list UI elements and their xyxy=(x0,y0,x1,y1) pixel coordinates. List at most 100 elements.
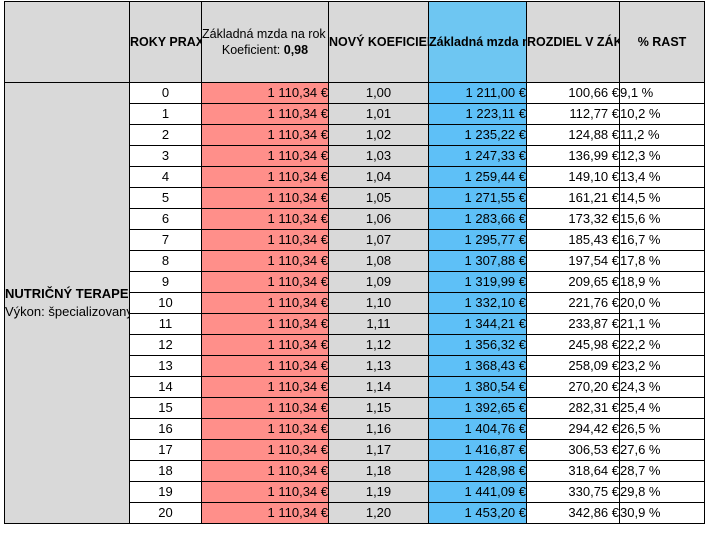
coef-cell: 1,19 xyxy=(328,481,429,503)
base-2023-cell: 1 223,11 € xyxy=(428,103,527,125)
years-cell: 17 xyxy=(129,439,202,461)
diff-cell: 233,87 € xyxy=(526,313,620,335)
coef-cell: 1,16 xyxy=(328,418,429,440)
table-row: 20 1 110,34 €1,20 1 453,20 €342,86 €30,9 % xyxy=(5,502,705,524)
base-2023-cell: 1 356,32 € xyxy=(428,334,527,356)
base-2023-cell: 1 428,98 € xyxy=(428,460,527,482)
coef-cell: 1,09 xyxy=(328,271,429,293)
header-blank-cell xyxy=(4,1,130,83)
years-cell: 2 xyxy=(129,124,202,146)
years-cell: 7 xyxy=(129,229,202,251)
table-row: 16 1 110,34 €1,16 1 404,76 €294,42 €26,5 % xyxy=(5,418,705,440)
salary-table: ROKY PRAXE Základná mzda na rok 2022 Koe… xyxy=(4,1,705,524)
group-subtitle: Výkon: špecializovaných pracovných činno… xyxy=(5,304,129,319)
base-2022-cell: 1 110,34 € xyxy=(201,124,329,146)
header-base-2022-title: Základná mzda na rok 2022 xyxy=(202,27,328,41)
years-cell: 0 xyxy=(129,82,202,104)
diff-cell: 149,10 € xyxy=(526,166,620,188)
coef-cell: 1,04 xyxy=(328,166,429,188)
growth-cell: 27,6 % xyxy=(619,439,705,461)
coef-cell: 1,01 xyxy=(328,103,429,125)
growth-cell: 9,1 % xyxy=(619,82,705,104)
base-2023-cell: 1 416,87 € xyxy=(428,439,527,461)
growth-cell: 18,9 % xyxy=(619,271,705,293)
diff-cell: 173,32 € xyxy=(526,208,620,230)
growth-cell: 22,2 % xyxy=(619,334,705,356)
table-row: 11 1 110,34 €1,11 1 344,21 €233,87 €21,1 % xyxy=(5,313,705,335)
years-cell: 1 xyxy=(129,103,202,125)
base-2023-cell: 1 453,20 € xyxy=(428,502,527,524)
growth-cell: 29,8 % xyxy=(619,481,705,503)
base-2023-cell: 1 235,22 € xyxy=(428,124,527,146)
base-2022-cell: 1 110,34 € xyxy=(201,250,329,272)
base-2022-cell: 1 110,34 € xyxy=(201,208,329,230)
diff-cell: 258,09 € xyxy=(526,355,620,377)
diff-cell: 197,54 € xyxy=(526,250,620,272)
coef-cell: 1,11 xyxy=(328,313,429,335)
growth-cell: 28,7 % xyxy=(619,460,705,482)
base-2023-cell: 1 332,10 € xyxy=(428,292,527,314)
coef-cell: 1,10 xyxy=(328,292,429,314)
diff-cell: 209,65 € xyxy=(526,271,620,293)
header-row: ROKY PRAXE Základná mzda na rok 2022 Koe… xyxy=(4,1,705,83)
growth-cell: 30,9 % xyxy=(619,502,705,524)
header-base-2022: Základná mzda na rok 2022 Koeficient: 0,… xyxy=(201,1,329,83)
years-cell: 4 xyxy=(129,166,202,188)
base-2022-cell: 1 110,34 € xyxy=(201,397,329,419)
years-cell: 10 xyxy=(129,292,202,314)
years-cell: 6 xyxy=(129,208,202,230)
base-2022-cell: 1 110,34 € xyxy=(201,82,329,104)
group-label-cell: NUTRIČNÝ TERAPEUT Výkon: špecializovaných… xyxy=(4,82,130,524)
years-cell: 14 xyxy=(129,376,202,398)
diff-cell: 100,66 € xyxy=(526,82,620,104)
coef-cell: 1,07 xyxy=(328,229,429,251)
coef-cell: 1,12 xyxy=(328,334,429,356)
years-cell: 8 xyxy=(129,250,202,272)
growth-cell: 23,2 % xyxy=(619,355,705,377)
header-years: ROKY PRAXE xyxy=(129,1,202,83)
diff-cell: 294,42 € xyxy=(526,418,620,440)
growth-cell: 16,7 % xyxy=(619,229,705,251)
base-2023-cell: 1 295,77 € xyxy=(428,229,527,251)
group-title: NUTRIČNÝ TERAPEUT xyxy=(5,286,129,301)
growth-cell: 17,8 % xyxy=(619,250,705,272)
base-2022-cell: 1 110,34 € xyxy=(201,145,329,167)
table-row: 17 1 110,34 €1,17 1 416,87 €306,53 €27,6 % xyxy=(5,439,705,461)
diff-cell: 221,76 € xyxy=(526,292,620,314)
diff-cell: 136,99 € xyxy=(526,145,620,167)
base-2023-cell: 1 368,43 € xyxy=(428,355,527,377)
coef-cell: 1,20 xyxy=(328,502,429,524)
coef-cell: 1,14 xyxy=(328,376,429,398)
coef-cell: 1,08 xyxy=(328,250,429,272)
base-2022-cell: 1 110,34 € xyxy=(201,292,329,314)
years-cell: 16 xyxy=(129,418,202,440)
growth-cell: 24,3 % xyxy=(619,376,705,398)
header-base-2023: Základná mzda na rok 2023 / NÁVRH xyxy=(428,1,527,83)
base-2022-cell: 1 110,34 € xyxy=(201,166,329,188)
header-new-coef: NOVÝ KOEFICIENT xyxy=(328,1,429,83)
diff-cell: 282,31 € xyxy=(526,397,620,419)
years-cell: 13 xyxy=(129,355,202,377)
header-base-2022-coef-label: Koeficient: xyxy=(221,43,281,57)
years-cell: 11 xyxy=(129,313,202,335)
header-diff: ROZDIEL V ZÁKLADNEJ ZLOŽKE MZDY xyxy=(526,1,620,83)
growth-cell: 14,5 % xyxy=(619,187,705,209)
base-2022-cell: 1 110,34 € xyxy=(201,481,329,503)
table-row: 13 1 110,34 €1,13 1 368,43 €258,09 €23,2 % xyxy=(5,355,705,377)
base-2022-cell: 1 110,34 € xyxy=(201,376,329,398)
base-2022-cell: 1 110,34 € xyxy=(201,103,329,125)
base-2022-cell: 1 110,34 € xyxy=(201,439,329,461)
coef-cell: 1,02 xyxy=(328,124,429,146)
growth-cell: 15,6 % xyxy=(619,208,705,230)
diff-cell: 342,86 € xyxy=(526,502,620,524)
table-row: NUTRIČNÝ TERAPEUT Výkon: špecializovaných… xyxy=(4,82,705,524)
table-body: NUTRIČNÝ TERAPEUT Výkon: špecializovaných… xyxy=(4,82,705,524)
years-cell: 9 xyxy=(129,271,202,293)
coef-cell: 1,06 xyxy=(328,208,429,230)
diff-cell: 124,88 € xyxy=(526,124,620,146)
diff-cell: 112,77 € xyxy=(526,103,620,125)
